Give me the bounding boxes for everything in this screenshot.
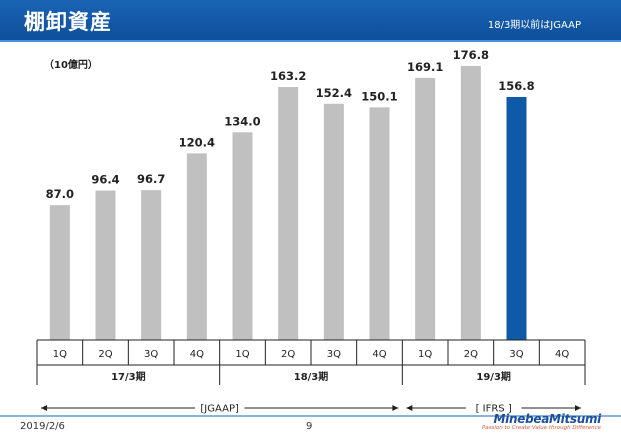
header-divider (0, 40, 621, 42)
standard-label-bg (465, 401, 522, 415)
bar (186, 153, 207, 340)
logo-text: MinebeaMitsumi (493, 412, 602, 426)
bar (141, 190, 162, 340)
x-tick-label: 2Q (464, 349, 478, 360)
arrow-head-right (392, 405, 399, 411)
data-label: 163.2 (270, 69, 306, 83)
standard-label: [ IFRS ] (476, 404, 512, 415)
bar (278, 87, 299, 340)
bar (49, 205, 70, 340)
header-note: 18/3期以前はJGAAP (487, 20, 581, 31)
x-tick-label: 1Q (418, 349, 432, 360)
x-tick-label: 3Q (509, 349, 523, 360)
header-bar (0, 0, 621, 40)
x-tick-label: 1Q (235, 349, 249, 360)
x-tick-label: 2Q (98, 349, 112, 360)
arrow-head-left (41, 405, 47, 411)
x-tick-label: 4Q (555, 349, 569, 360)
bar (323, 103, 344, 340)
bar (232, 132, 253, 340)
data-label: 87.0 (46, 187, 74, 201)
unit-label: （10億円） (44, 60, 98, 71)
logo-tagline: Passion to Create Value through Differen… (481, 425, 601, 431)
data-label: 150.1 (361, 89, 397, 103)
data-label: 156.8 (498, 79, 534, 93)
data-label: 176.8 (453, 48, 489, 62)
group-label: 17/3期 (111, 370, 146, 383)
x-tick-label: 4Q (190, 349, 204, 360)
bar (369, 107, 390, 340)
bar (95, 190, 116, 340)
bar (460, 65, 481, 341)
arrow-head-left (406, 405, 413, 411)
bar (415, 77, 436, 341)
group-label: 19/3期 (476, 370, 511, 383)
x-tick-label: 1Q (53, 349, 67, 360)
x-tick-label: 3Q (144, 349, 158, 360)
x-tick-label: 2Q (281, 349, 295, 360)
arrow-head-right (575, 405, 581, 411)
x-tick-label: 4Q (372, 349, 386, 360)
bar (506, 96, 527, 341)
x-tick-label: 3Q (327, 349, 341, 360)
data-label: 152.4 (316, 86, 352, 100)
footer-date: 2019/2/6 (20, 421, 65, 432)
company-logo: MinebeaMitsumi Passion to Create Value t… (482, 412, 601, 431)
standard-label-bg (194, 401, 245, 415)
standard-label: [JGAAP] (200, 404, 239, 415)
group-label: 18/3期 (294, 370, 329, 383)
page-number: 9 (306, 421, 313, 432)
data-label: 96.4 (91, 173, 119, 187)
data-label: 169.1 (407, 60, 443, 74)
page-title: 棚卸資産 (24, 10, 112, 34)
data-label: 134.0 (224, 114, 260, 128)
data-label: 96.7 (137, 172, 165, 186)
data-label: 120.4 (179, 135, 215, 149)
